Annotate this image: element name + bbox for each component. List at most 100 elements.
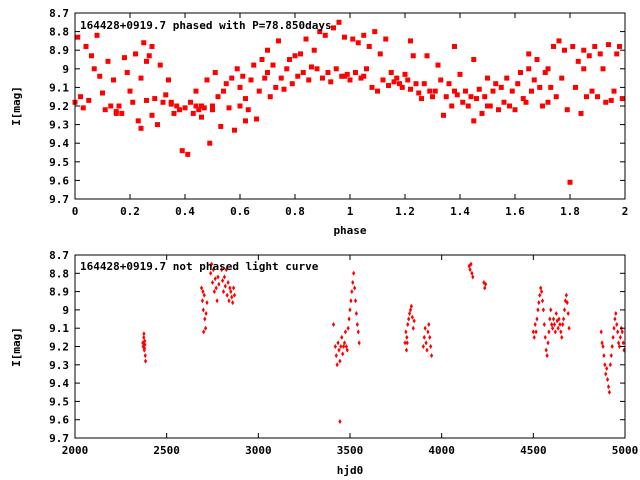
x-tick-label: 0.6 xyxy=(230,205,250,218)
data-point xyxy=(604,371,608,377)
data-point xyxy=(407,316,411,322)
data-point xyxy=(532,334,536,340)
data-point xyxy=(548,316,552,322)
data-point xyxy=(355,322,359,328)
data-point xyxy=(338,419,342,425)
data-point xyxy=(554,311,558,317)
y-tick-label: 9.4 xyxy=(49,377,69,390)
x-tick-label: 1.4 xyxy=(450,205,470,218)
phased-light-curve-plot: 0 0.2 0.4 0.6 0.8 1 1.2 1.4 1.6 1.8 2 8.7 8.8 8.9 9 9.1… xyxy=(10,7,628,237)
data-point xyxy=(550,325,555,331)
data-point xyxy=(119,110,125,116)
data-point xyxy=(616,340,621,346)
data-point xyxy=(526,66,532,72)
data-point xyxy=(471,57,477,62)
data-point xyxy=(143,342,147,348)
data-point xyxy=(152,96,158,102)
y-tick-label: 9.6 xyxy=(49,174,69,187)
data-point xyxy=(586,53,592,59)
data-point xyxy=(405,340,409,346)
data-point xyxy=(557,316,561,322)
data-point xyxy=(545,353,549,359)
data-point xyxy=(518,70,523,76)
data-point xyxy=(306,77,312,83)
data-point xyxy=(122,55,127,61)
y-tick-label: 9.3 xyxy=(49,359,69,372)
data-point xyxy=(212,70,218,76)
data-point xyxy=(216,274,220,280)
data-point xyxy=(202,292,206,298)
data-point xyxy=(617,43,622,49)
data-point xyxy=(613,316,617,322)
data-point xyxy=(182,105,188,111)
data-point xyxy=(209,270,213,276)
data-point xyxy=(605,376,610,382)
data-point xyxy=(245,107,251,113)
data-point xyxy=(142,334,146,340)
data-point xyxy=(404,329,408,335)
data-point xyxy=(228,285,232,291)
y-axis-label: I[mag] xyxy=(10,327,23,367)
data-point xyxy=(471,118,477,124)
data-point xyxy=(190,110,196,116)
data-point xyxy=(432,88,438,94)
data-point xyxy=(427,88,433,94)
data-point xyxy=(265,47,270,53)
data-point xyxy=(149,112,155,118)
data-point xyxy=(504,75,510,81)
data-point xyxy=(465,103,471,109)
x-tick-label: 5000 xyxy=(612,444,639,457)
data-point xyxy=(562,47,567,53)
data-point xyxy=(209,261,214,267)
data-point xyxy=(430,94,435,100)
data-point xyxy=(240,73,246,79)
data-point xyxy=(222,274,227,280)
data-point xyxy=(218,123,224,129)
data-point xyxy=(221,88,226,94)
data-point xyxy=(597,51,603,57)
data-point xyxy=(210,107,215,113)
data-point xyxy=(108,103,114,109)
data-point xyxy=(618,334,623,340)
data-point xyxy=(333,66,339,72)
data-point xyxy=(419,96,424,102)
data-point xyxy=(276,38,281,44)
y-tick-label: 9 xyxy=(62,304,69,317)
data-point xyxy=(410,53,416,59)
data-point xyxy=(496,107,501,113)
data-point xyxy=(143,358,148,364)
data-point xyxy=(343,329,348,335)
data-point xyxy=(75,34,81,40)
data-point xyxy=(544,347,548,353)
data-point xyxy=(536,307,540,313)
data-point xyxy=(300,70,306,76)
data-point xyxy=(325,70,331,76)
data-point xyxy=(422,334,426,340)
data-point xyxy=(144,58,149,64)
data-point xyxy=(344,71,350,77)
data-point xyxy=(226,105,232,111)
x-tick-label: 1.8 xyxy=(560,205,580,218)
data-point xyxy=(342,73,347,79)
data-point xyxy=(336,340,340,346)
data-points xyxy=(72,19,625,185)
data-point xyxy=(454,92,460,98)
data-point xyxy=(493,81,499,87)
data-point xyxy=(292,53,298,59)
data-point xyxy=(561,322,565,328)
data-point xyxy=(347,316,351,322)
data-point xyxy=(237,103,243,109)
data-point xyxy=(550,322,554,328)
data-point xyxy=(412,318,416,324)
data-point xyxy=(545,99,551,105)
data-point xyxy=(124,70,130,76)
data-point xyxy=(354,311,359,317)
data-point xyxy=(265,70,270,76)
data-point xyxy=(619,96,625,102)
data-point xyxy=(317,29,323,35)
data-point xyxy=(539,285,543,291)
data-point xyxy=(344,344,348,349)
data-point xyxy=(404,347,409,353)
data-point xyxy=(408,307,413,313)
data-point xyxy=(211,267,216,273)
